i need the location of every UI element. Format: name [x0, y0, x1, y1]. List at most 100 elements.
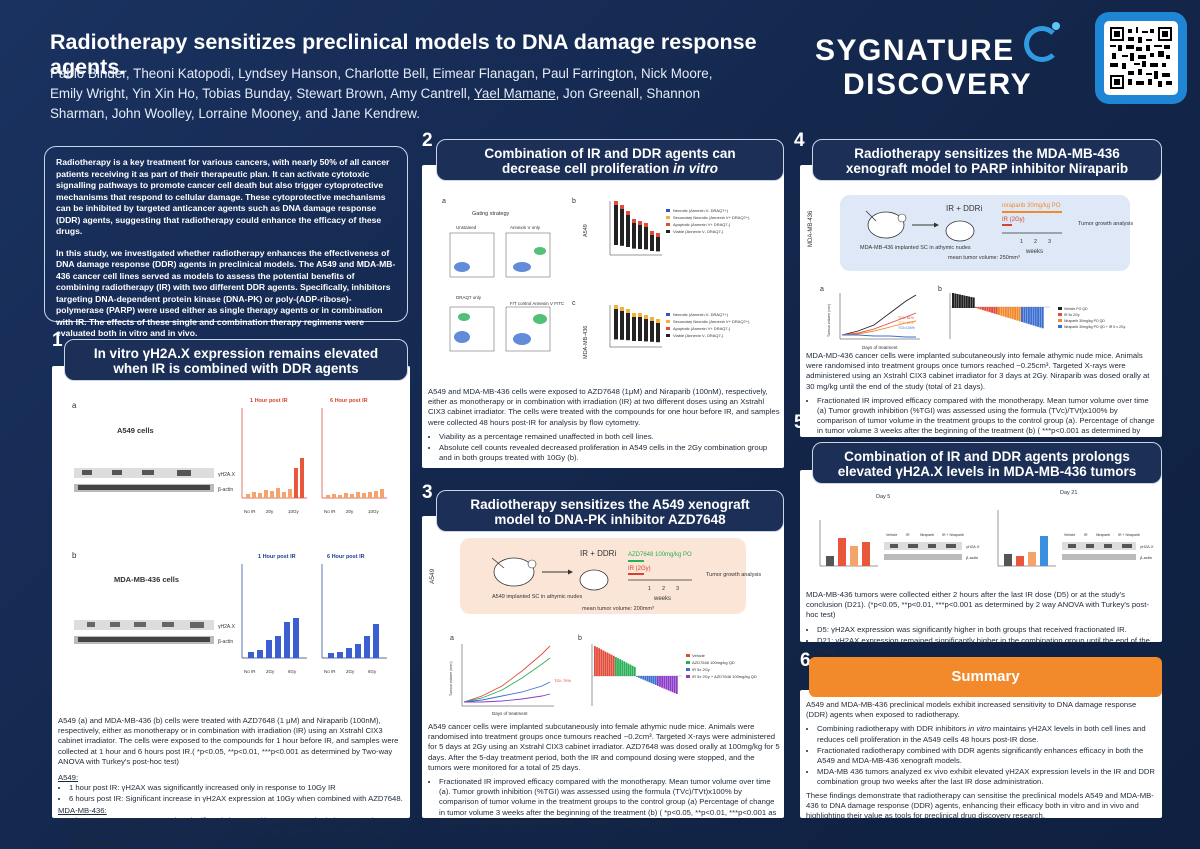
s3b-bar: [636, 676, 638, 677]
s4b-bar: [1037, 307, 1040, 327]
s1b6-bar: [364, 636, 370, 658]
s3-legend-1: Vehicle: [692, 653, 706, 658]
s3b-bar: [627, 663, 630, 676]
s1-a-xlabel-3: 10Gy: [288, 509, 300, 514]
s2-bullet-1: Viability as a percentage remained unaff…: [439, 432, 780, 442]
s3b-bar: [648, 676, 651, 683]
s3-mean-volume: mean tumor volume: 200mm³: [582, 606, 654, 612]
s3b-bar: [633, 666, 636, 676]
section-2-panel: a Gating strategy Unstained Annexin V on…: [422, 165, 784, 468]
s3b-bar: [594, 646, 596, 676]
svg-text:3: 3: [676, 586, 679, 592]
s1-a-xlabel-1: No IR: [244, 509, 256, 514]
s4a-line-nira: [841, 320, 917, 336]
s1-band1b-label: γH2A.X: [218, 624, 236, 630]
s2b-bar-top: [620, 205, 624, 209]
author-list: Pablo Binder, Theoni Katopodi, Lyndsey H…: [50, 66, 713, 121]
s1b6-bar: [337, 652, 343, 658]
s1-band2-label: β-actin: [218, 487, 233, 493]
s2-fitc-label: F/T control Annexin V FITC: [510, 301, 565, 306]
s3-tgi-label: TGI: 70%: [554, 678, 571, 683]
s3b-bar: [654, 676, 657, 685]
s3-legend-3: IR 5x 2Gy: [692, 667, 710, 672]
s4b-bar: [1032, 307, 1035, 326]
s4b-bar: [1014, 307, 1017, 320]
s5-bullet-2: D21: γH2AX expression remained significa…: [817, 636, 1158, 656]
s2-b-legend-4: Viable (Annexin V- DRAQ7-): [673, 229, 724, 234]
s6-bullet-1: Combining radiotherapy with DDR inhibito…: [817, 724, 1158, 744]
s5-day21-label: Day 21: [1060, 490, 1077, 496]
s4b-bar: [954, 293, 957, 308]
s4a-line-combo: [842, 334, 916, 338]
s1-a-xlabel-4: No IR: [324, 509, 336, 514]
s2c-bar: [620, 311, 624, 340]
s6-bullet-3: MDA-MB 436 tumors analyzed ex vivo exhib…: [817, 767, 1158, 787]
s3-side-label: A549: [429, 568, 436, 584]
s1-b-xlabel-4: No IR: [324, 669, 336, 674]
s3b-bar: [610, 654, 613, 676]
s2c-bar: [626, 313, 630, 341]
s3-irddri-label: IR + DDRi: [580, 549, 616, 558]
s4b-bar: [988, 307, 991, 313]
s1-fig-a-label: a: [72, 401, 77, 410]
s2-bullet-2: Absolute cell counts revealed decreased …: [439, 443, 780, 463]
s4b-bar: [1030, 307, 1033, 325]
s4b-bar: [1021, 307, 1023, 322]
s6-bullet-2: Fractionated radiotherapy combined with …: [817, 746, 1158, 766]
svg-text:Niraparib: Niraparib: [1096, 533, 1110, 537]
s2b-bar-top: [632, 219, 636, 223]
s4-weeks-label: weeks: [1025, 249, 1043, 255]
s3b-bar: [615, 657, 617, 676]
s1a-bar: [270, 491, 274, 498]
section-4-header: Radiotherapy sensitizes the MDA-MB-436 x…: [812, 139, 1162, 181]
s2-fig-a-label: a: [442, 198, 446, 205]
s5-d21-bar: [1028, 552, 1036, 566]
s1-b-xlabel-6: 6Gy: [368, 669, 377, 674]
s4-fig-a-label: a: [820, 286, 824, 293]
s3b-bar: [659, 676, 661, 687]
s1-b-xlabel-1: No IR: [244, 669, 256, 674]
s5-d21-bar: [1016, 556, 1024, 566]
company-logo: SYGNATURE DISCOVERY: [815, 34, 1033, 101]
s2c-bar-top: [620, 307, 624, 311]
s2-c-legend-3: Apoptotic (Annexin V+ DRAQ7-): [673, 326, 731, 331]
s3b-bar: [629, 664, 632, 676]
s4b-bar: [1016, 307, 1019, 321]
s3a-line-ir: [463, 681, 551, 703]
s4b-bar: [995, 307, 998, 315]
s2-fig-c-label: c: [572, 300, 576, 307]
s1a6-bar: [356, 492, 360, 498]
logo-ring-icon: [1024, 26, 1060, 62]
svg-text:IR + Niraparib: IR + Niraparib: [1118, 533, 1140, 537]
poster-title: Radiotherapy sensitizes preclinical mode…: [50, 30, 757, 79]
s1b-bar: [293, 618, 299, 658]
s1a6-bar: [332, 494, 336, 498]
s4-mean-volume: mean tumor volume: 250mm³: [948, 255, 1020, 261]
s5-day5-label: Day 5: [876, 494, 890, 500]
section-1-number: 1: [52, 330, 63, 351]
svg-text:β-actin: β-actin: [1140, 555, 1152, 560]
section-2-text: A549 and MDA-MB-436 cells were exposed t…: [428, 387, 780, 464]
s3b-bar: [621, 660, 624, 676]
section-5-header: Combination of IR and DDR agents prolong…: [812, 442, 1162, 484]
s5-d5-bar: [850, 546, 858, 566]
s2b-bar-top: [644, 223, 648, 227]
s3b-bar: [675, 676, 678, 694]
s3b-bar: [669, 676, 672, 692]
section-2-number: 2: [422, 130, 433, 151]
s1-mda-label: MDA-MB-436 cells: [114, 575, 179, 584]
section-3-text: A549 cancer cells were implanted subcuta…: [428, 722, 780, 829]
s4b-bar: [993, 307, 996, 314]
s3b-bar: [638, 676, 640, 678]
s4b-bar: [986, 307, 989, 312]
s1-b-xlabel-3: 6Gy: [288, 669, 297, 674]
s5-d5-bar: [862, 542, 870, 566]
s1a6-bar: [380, 489, 384, 498]
s4-fig-b-label: b: [938, 286, 942, 293]
section-3-figure: A549 A549 implanted SC in athymic nudes …: [429, 538, 761, 716]
s4b-bar: [1039, 307, 1042, 328]
s4a-line-vehicle: [841, 294, 917, 336]
s1-mda-bullet-1: 1 hour post IR: γH2AX expression signifi…: [69, 816, 404, 826]
s1b6-bar: [328, 653, 334, 658]
s3b-bar: [646, 676, 649, 682]
